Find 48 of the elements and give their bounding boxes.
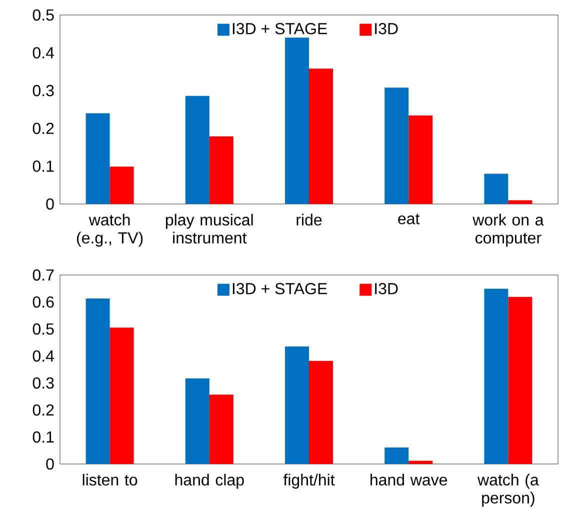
bar	[86, 113, 110, 204]
x-tick-label: fight/hit	[283, 474, 335, 489]
y-tick-label: 0.5	[32, 323, 54, 335]
y-tick-label: 0.4	[32, 47, 54, 58]
bar	[484, 174, 508, 204]
bar	[209, 394, 234, 464]
bar	[110, 328, 134, 464]
bar	[308, 68, 333, 204]
x-tick-label: watch (a person)	[478, 474, 539, 507]
x-tick-label: hand clap	[175, 474, 244, 489]
y-tick-label: 0.2	[32, 122, 54, 134]
legend-label: I3D	[375, 22, 398, 34]
bar	[384, 88, 409, 204]
legend-label: I3D + STAGE	[232, 22, 327, 34]
legend-label: I3D + STAGE	[232, 282, 327, 294]
bar	[508, 296, 532, 464]
x-tick-label: eat	[398, 214, 420, 224]
x-tick-label: listen to	[82, 474, 138, 486]
bar	[185, 378, 210, 464]
bar	[408, 116, 433, 204]
y-tick-label: 0.2	[32, 404, 54, 416]
y-tick-label: 0.7	[32, 269, 54, 281]
y-tick-label: 0.5	[32, 9, 54, 21]
y-tick-label: 0.1	[32, 160, 54, 172]
x-tick-label: hand wave	[370, 474, 447, 486]
bar	[408, 460, 433, 464]
legend-label: I3D	[375, 282, 398, 294]
x-tick-label: ride	[296, 214, 322, 226]
y-tick-label: 0	[46, 458, 54, 470]
y-tick-label: 0.3	[32, 377, 54, 389]
y-tick-label: 0.3	[32, 84, 54, 96]
bar	[284, 346, 309, 464]
bar	[508, 200, 532, 204]
x-tick-label: watch (e.g., TV)	[77, 214, 143, 247]
bar	[384, 448, 409, 464]
y-tick-label: 0	[46, 198, 54, 210]
x-tick-label: work on a computer	[472, 214, 544, 247]
bar	[185, 96, 210, 204]
x-tick-label: play musical instrument	[166, 214, 253, 244]
bar	[484, 288, 508, 464]
bar	[284, 38, 309, 204]
bar	[86, 298, 110, 464]
y-tick-label: 0.4	[32, 350, 54, 362]
bar	[209, 136, 234, 204]
bar	[110, 166, 134, 204]
y-tick-label: 0.1	[32, 431, 54, 443]
bar	[308, 360, 333, 464]
y-tick-label: 0.6	[32, 296, 54, 308]
